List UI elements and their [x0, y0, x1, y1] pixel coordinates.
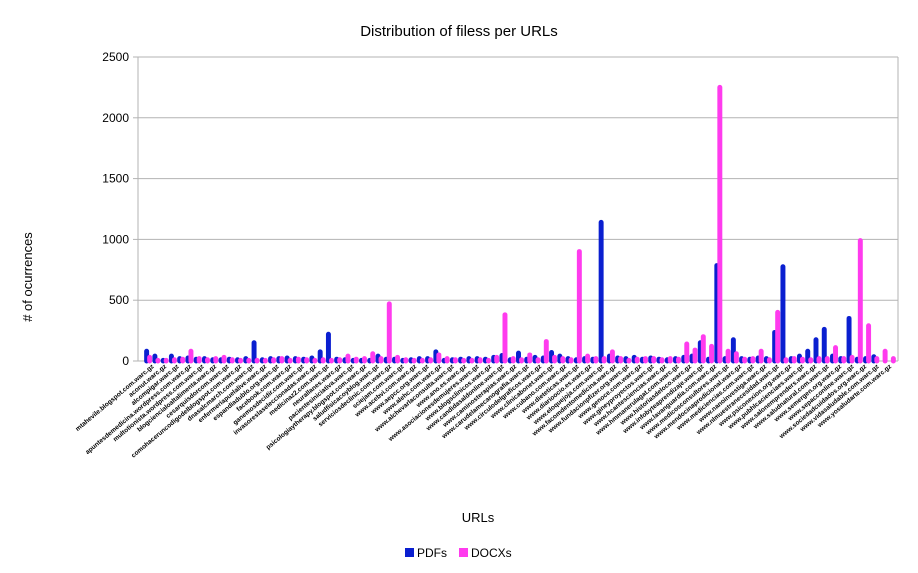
x-axis-title: URLs	[462, 510, 495, 525]
x-axis-tick-labels: mtahevile.blogspot.com.warc.gzaconut.war…	[74, 363, 893, 460]
plot-area	[144, 84, 896, 364]
y-tick-label: 2500	[102, 50, 129, 64]
y-tick-label: 1500	[102, 172, 129, 186]
legend-swatch-docxs	[459, 548, 468, 557]
legend-label-docxs: DOCXs	[471, 546, 512, 560]
y-tick-label: 2000	[102, 111, 129, 125]
chart-title: Distribution of filess per URLs	[360, 23, 558, 40]
y-tick-label: 1000	[102, 232, 129, 246]
legend-swatch-pdfs	[405, 548, 414, 557]
y-tick-label: 500	[109, 293, 129, 307]
y-axis-ticks: 0 500 1000 1500 2000 2500	[102, 50, 138, 368]
legend: PDFs DOCXs	[405, 546, 512, 560]
y-tick-label: 0	[122, 354, 129, 368]
legend-label-pdfs: PDFs	[417, 546, 447, 560]
y-axis-title: # of ocurrences	[20, 232, 35, 322]
